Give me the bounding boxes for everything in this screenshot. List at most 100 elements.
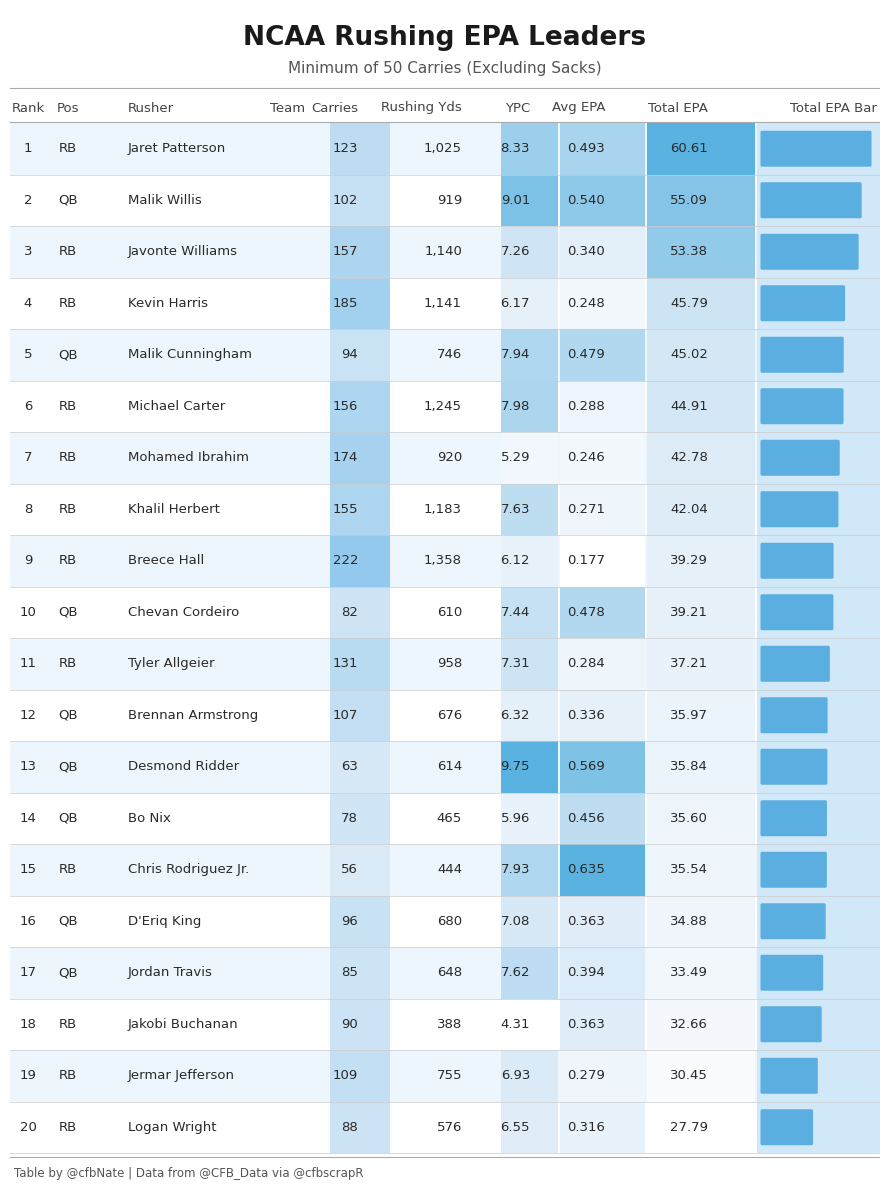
Text: 6: 6 [24, 400, 32, 413]
Bar [647, 484, 755, 535]
Text: 0.493: 0.493 [567, 143, 605, 155]
Text: 0.336: 0.336 [567, 709, 605, 721]
Text: 9: 9 [24, 554, 32, 568]
Text: 155: 155 [332, 503, 358, 516]
Bar [647, 587, 755, 638]
Text: Pos: Pos [57, 102, 79, 114]
Bar [501, 844, 558, 895]
Bar [560, 535, 645, 587]
Text: Brennan Armstrong: Brennan Armstrong [128, 709, 258, 721]
Bar [647, 947, 755, 998]
Text: 1,245: 1,245 [424, 400, 462, 413]
Text: 35.54: 35.54 [670, 863, 708, 876]
Text: 45.79: 45.79 [670, 296, 708, 310]
FancyBboxPatch shape [760, 182, 861, 218]
Bar [10, 122, 879, 174]
Bar [647, 277, 755, 329]
Text: 35.84: 35.84 [670, 761, 708, 773]
Text: RB: RB [59, 1121, 77, 1134]
Text: Total EPA: Total EPA [648, 102, 708, 114]
Text: Malik Cunningham: Malik Cunningham [128, 348, 252, 361]
Bar [330, 587, 390, 638]
FancyBboxPatch shape [760, 852, 827, 888]
Bar [647, 638, 755, 690]
Bar [501, 174, 558, 226]
Text: 7.44: 7.44 [501, 606, 530, 619]
Bar [560, 947, 645, 998]
Bar [560, 587, 645, 638]
Bar [10, 535, 879, 587]
Text: 6.93: 6.93 [501, 1069, 530, 1082]
Text: Avg EPA: Avg EPA [551, 102, 605, 114]
Text: 18: 18 [20, 1018, 36, 1031]
Bar [757, 484, 880, 535]
Bar [560, 638, 645, 690]
Text: 1,358: 1,358 [424, 554, 462, 568]
Text: 185: 185 [332, 296, 358, 310]
Bar [501, 792, 558, 844]
Bar [647, 792, 755, 844]
Bar [560, 895, 645, 947]
Text: 90: 90 [341, 1018, 358, 1031]
Text: 0.177: 0.177 [567, 554, 605, 568]
Bar [757, 740, 880, 792]
Text: 614: 614 [436, 761, 462, 773]
Bar [10, 740, 879, 792]
Text: 5: 5 [24, 348, 32, 361]
FancyBboxPatch shape [760, 286, 845, 322]
Text: 0.288: 0.288 [567, 400, 605, 413]
Text: 0.271: 0.271 [567, 503, 605, 516]
Text: RB: RB [59, 658, 77, 671]
Text: 55.09: 55.09 [670, 193, 708, 206]
Text: RB: RB [59, 143, 77, 155]
FancyBboxPatch shape [760, 542, 834, 578]
FancyBboxPatch shape [760, 697, 828, 733]
Bar [757, 122, 880, 174]
Bar [757, 226, 880, 277]
Bar [757, 1050, 880, 1102]
Text: 0.284: 0.284 [567, 658, 605, 671]
Text: 107: 107 [332, 709, 358, 721]
Text: 8: 8 [24, 503, 32, 516]
Text: QB: QB [58, 606, 78, 619]
Bar [501, 895, 558, 947]
Text: 53.38: 53.38 [670, 245, 708, 258]
Text: 9.01: 9.01 [501, 193, 530, 206]
Text: Tyler Allgeier: Tyler Allgeier [128, 658, 214, 671]
Text: 82: 82 [341, 606, 358, 619]
Bar [647, 844, 755, 895]
Bar [647, 535, 755, 587]
FancyBboxPatch shape [760, 491, 838, 527]
Bar [10, 638, 879, 690]
Bar [501, 690, 558, 740]
Bar [647, 690, 755, 740]
Bar [330, 432, 390, 484]
Text: 0.394: 0.394 [567, 966, 605, 979]
Bar [501, 380, 558, 432]
FancyBboxPatch shape [760, 234, 859, 270]
Bar [647, 226, 755, 277]
Text: D'Eriq King: D'Eriq King [128, 914, 202, 928]
Text: Desmond Ridder: Desmond Ridder [128, 761, 239, 773]
Text: 7.26: 7.26 [501, 245, 530, 258]
Text: 648: 648 [436, 966, 462, 979]
Bar [647, 329, 755, 380]
Text: 222: 222 [332, 554, 358, 568]
Bar [330, 277, 390, 329]
Text: 56: 56 [341, 863, 358, 876]
Bar [647, 380, 755, 432]
Text: Michael Carter: Michael Carter [128, 400, 225, 413]
Bar [647, 432, 755, 484]
FancyBboxPatch shape [760, 389, 844, 425]
Text: NCAA Rushing EPA Leaders: NCAA Rushing EPA Leaders [243, 25, 646, 50]
Text: Mohamed Ibrahim: Mohamed Ibrahim [128, 451, 249, 464]
Text: 5.29: 5.29 [501, 451, 530, 464]
Bar [10, 226, 879, 277]
Text: 920: 920 [436, 451, 462, 464]
Text: 109: 109 [332, 1069, 358, 1082]
Text: 157: 157 [332, 245, 358, 258]
Bar [501, 740, 558, 792]
FancyBboxPatch shape [760, 1109, 813, 1145]
Bar [757, 432, 880, 484]
FancyBboxPatch shape [760, 646, 829, 682]
